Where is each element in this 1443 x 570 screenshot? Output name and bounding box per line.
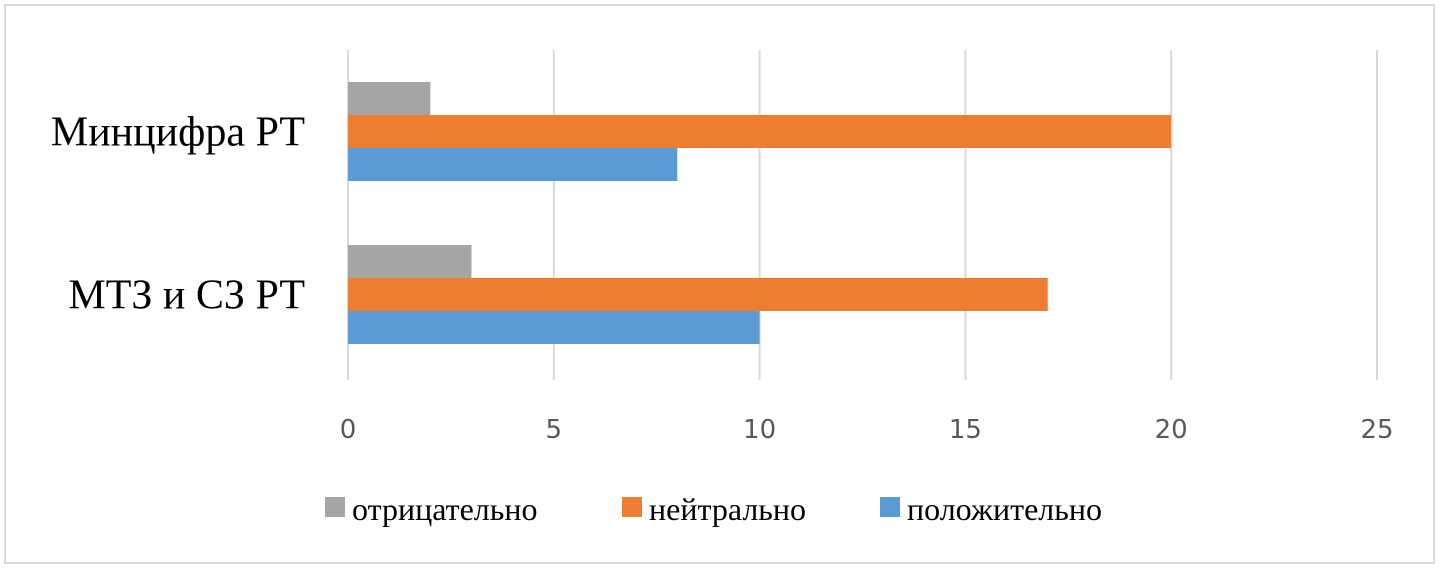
legend-label: положительно (907, 491, 1102, 527)
bar-1-1 (348, 82, 431, 115)
category-label: МТЗ и СЗ РТ (68, 273, 305, 319)
bar-2-3 (348, 311, 760, 344)
category-label: Минцифра РТ (51, 110, 305, 156)
legend-swatch (622, 497, 642, 517)
x-tick-label: 20 (1155, 415, 1188, 445)
legend-label: нейтрально (649, 491, 806, 527)
legend-swatch (325, 497, 345, 517)
legend-label: отрицательно (352, 491, 537, 527)
x-tick-label: 15 (949, 415, 982, 445)
x-tick-label: 25 (1360, 415, 1393, 445)
x-tick-label: 0 (340, 415, 357, 445)
bar-2-1 (348, 245, 472, 278)
category-labels: Минцифра РТ МТЗ и СЗ РТ (51, 110, 305, 319)
bar-2-2 (348, 278, 1048, 311)
legend-swatch (880, 497, 900, 517)
x-tick-label: 10 (743, 415, 776, 445)
bar-1-3 (348, 148, 678, 181)
x-tick-labels: 0 5 10 15 20 25 (340, 415, 1394, 445)
bar-1-2 (348, 115, 1172, 148)
x-tick-label: 5 (546, 415, 563, 445)
legend: отрицательно нейтрально положительно (325, 491, 1102, 527)
bars (348, 82, 1172, 344)
